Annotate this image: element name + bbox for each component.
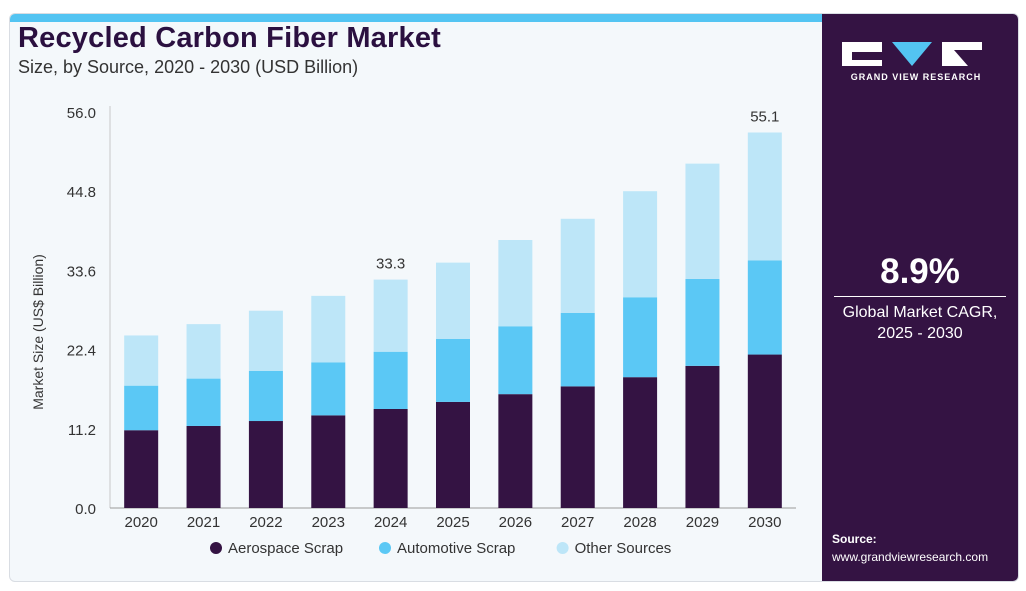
bar-segment (436, 262, 470, 339)
y-tick-label: 56.0 (67, 105, 96, 122)
source-link[interactable]: www.grandviewresearch.com (832, 550, 989, 564)
x-tick-label: 2028 (623, 514, 656, 531)
cagr-divider (834, 296, 1006, 297)
x-tick-label: 2021 (187, 514, 220, 531)
bar-segment (124, 385, 159, 431)
bar-segment (685, 163, 720, 279)
bar-segment (747, 354, 782, 508)
chart-title: Recycled Carbon Fiber Market (18, 22, 442, 54)
bar-segment (560, 312, 595, 387)
bar-segment (248, 421, 283, 508)
bar-segment (373, 409, 408, 508)
legend-marker (210, 542, 222, 554)
legend-marker (556, 542, 569, 554)
y-tick-label: 0.0 (75, 501, 96, 518)
data-label: 55.1 (750, 109, 779, 126)
bar-segment (498, 326, 533, 395)
bar-segment (124, 430, 159, 508)
x-tick-label: 2030 (748, 514, 781, 531)
bar-segment (373, 279, 408, 352)
gvr-logo-icon (842, 42, 982, 66)
bar-segment (186, 378, 221, 426)
stacked-bar-chart: 0.0 11.2 22.4 33.6 44.8 56.0 Market Size (US$ … (30, 105, 796, 557)
bar-segment (373, 351, 408, 409)
y-tick-label: 11.2 (68, 422, 96, 439)
x-tick-label: 2024 (374, 514, 407, 531)
x-tick-label: 2029 (686, 514, 719, 531)
bar-segment (311, 415, 346, 508)
bar-segment (436, 401, 470, 508)
bar-segment (560, 218, 595, 313)
bar-segment (124, 335, 159, 386)
cagr-value: 8.9% (880, 252, 960, 291)
x-tick-label: 2026 (499, 514, 532, 531)
bar-segment (311, 295, 346, 363)
bar-segment (623, 377, 658, 508)
cagr-label-line1: Global Market CAGR, (842, 304, 998, 321)
legend-label: Other Sources (575, 540, 672, 557)
bar-segment (186, 324, 221, 379)
cagr-label: Global Market CAGR, 2025 - 2030 (830, 302, 1010, 344)
accent-strip (10, 14, 822, 22)
bar-segment (498, 239, 533, 327)
bar-segment (747, 132, 782, 261)
bar-segment (747, 260, 782, 355)
x-tick-label: 2027 (561, 514, 594, 531)
bar-segment (436, 338, 470, 402)
y-axis-title: Market Size (US$ Billion) (30, 254, 46, 410)
bar-segment (248, 370, 283, 422)
legend-label: Automotive Scrap (397, 540, 515, 557)
bar-segment (685, 278, 720, 366)
y-tick-label: 44.8 (67, 184, 96, 201)
bar-segment (186, 425, 221, 508)
data-label: 33.3 (376, 256, 405, 273)
source-label: Source: (832, 532, 877, 546)
bar-segment (498, 394, 533, 508)
legend-label: Aerospace Scrap (228, 540, 343, 557)
bar-segment (311, 362, 346, 416)
x-tick-label: 2022 (249, 514, 282, 531)
x-tick-label: 2023 (312, 514, 345, 531)
x-tick-label: 2020 (124, 514, 157, 531)
chart-subtitle: Size, by Source, 2020 - 2030 (USD Billio… (18, 57, 359, 77)
cagr-label-line2: 2025 - 2030 (877, 325, 963, 342)
bar-segment (248, 310, 283, 371)
y-tick-label: 33.6 (67, 263, 96, 280)
brand-name: GRAND VIEW RESEARCH (850, 72, 982, 82)
y-tick-label: 22.4 (67, 343, 96, 360)
bar-segment (623, 297, 658, 378)
bar-segment (560, 386, 595, 508)
brand-sidebar (822, 14, 1018, 581)
x-tick-label: 2025 (436, 514, 469, 531)
bar-segment (623, 191, 658, 298)
bar-segment (685, 365, 720, 508)
legend-marker (379, 542, 391, 554)
